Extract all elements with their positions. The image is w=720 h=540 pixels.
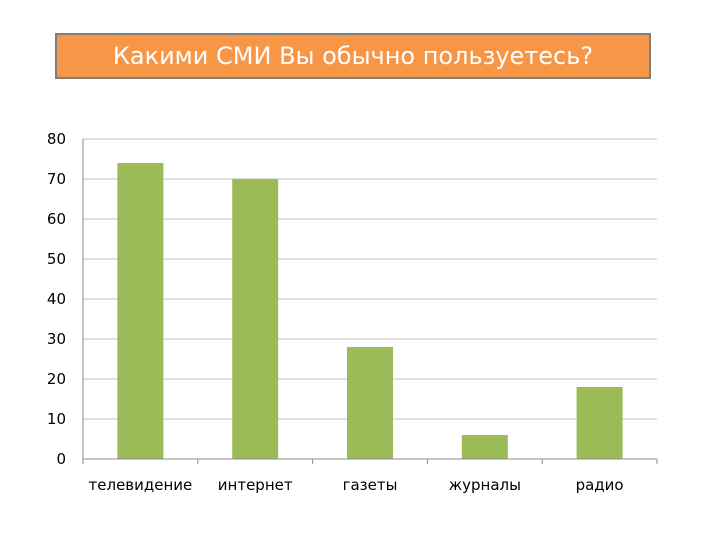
y-tick-label: 10 <box>47 410 66 428</box>
y-tick-label: 60 <box>47 210 66 228</box>
x-category-label: интернет <box>218 476 293 494</box>
y-tick-label: 70 <box>47 170 66 188</box>
chart-title: Какими СМИ Вы обычно пользуетесь? <box>112 42 594 70</box>
bar-5 <box>576 387 623 459</box>
x-category-label: телевидение <box>89 476 193 494</box>
x-tick-labels: телевидение интернет газеты журналы радио <box>89 476 624 494</box>
x-category-label: газеты <box>343 476 398 494</box>
bar-4 <box>461 435 508 459</box>
x-category-label: журналы <box>449 476 521 494</box>
bar-3 <box>347 347 393 459</box>
x-category-label: радио <box>576 476 624 494</box>
bars <box>117 163 623 459</box>
y-tick-label: 30 <box>47 330 66 348</box>
y-tick-label: 50 <box>47 250 66 268</box>
y-tick-label: 80 <box>47 130 66 148</box>
y-tick-label: 40 <box>47 290 66 308</box>
gridlines <box>83 138 657 420</box>
bar-2 <box>232 179 279 459</box>
bar-1 <box>117 163 164 459</box>
axes <box>82 139 658 464</box>
y-tick-label: 0 <box>56 450 66 468</box>
y-tick-label: 20 <box>47 370 66 388</box>
y-tick-labels: 0 10 20 30 40 50 60 70 80 <box>47 130 66 468</box>
chart-title-box: Какими СМИ Вы обычно пользуетесь? <box>55 33 651 79</box>
